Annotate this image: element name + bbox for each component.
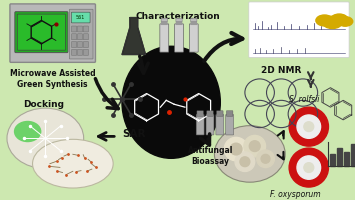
FancyBboxPatch shape (83, 26, 88, 32)
FancyBboxPatch shape (72, 42, 77, 48)
Circle shape (244, 135, 266, 157)
FancyBboxPatch shape (226, 114, 234, 135)
FancyBboxPatch shape (77, 42, 82, 48)
Ellipse shape (122, 46, 220, 158)
Ellipse shape (316, 15, 333, 26)
Bar (337, 148, 342, 166)
Ellipse shape (214, 126, 285, 182)
Ellipse shape (323, 16, 342, 29)
FancyBboxPatch shape (191, 18, 197, 22)
FancyBboxPatch shape (196, 114, 204, 135)
FancyBboxPatch shape (207, 111, 213, 116)
Ellipse shape (331, 14, 348, 25)
FancyBboxPatch shape (161, 18, 168, 22)
FancyBboxPatch shape (226, 111, 233, 116)
FancyBboxPatch shape (77, 49, 82, 55)
Circle shape (261, 154, 270, 163)
FancyBboxPatch shape (216, 114, 224, 135)
Circle shape (289, 148, 328, 187)
Bar (351, 144, 355, 166)
Circle shape (257, 150, 274, 168)
Circle shape (297, 156, 321, 179)
FancyBboxPatch shape (72, 26, 77, 32)
Text: Docking: Docking (23, 100, 64, 109)
Circle shape (230, 143, 242, 155)
Ellipse shape (33, 139, 113, 188)
Polygon shape (161, 19, 167, 24)
FancyBboxPatch shape (197, 111, 203, 116)
FancyBboxPatch shape (70, 9, 93, 59)
FancyBboxPatch shape (206, 114, 214, 135)
FancyBboxPatch shape (176, 18, 182, 22)
Text: SAR: SAR (122, 129, 146, 139)
Ellipse shape (338, 17, 353, 26)
FancyBboxPatch shape (17, 14, 65, 50)
Text: S. rolfsii: S. rolfsii (289, 95, 319, 104)
FancyBboxPatch shape (71, 12, 90, 23)
Text: F. oxysporum: F. oxysporum (270, 190, 320, 199)
Text: Microwave Assisted
Green Synthesis: Microwave Assisted Green Synthesis (10, 69, 95, 89)
FancyBboxPatch shape (72, 34, 77, 40)
Circle shape (235, 152, 255, 171)
Ellipse shape (7, 108, 84, 169)
Polygon shape (191, 19, 197, 24)
FancyBboxPatch shape (83, 42, 88, 48)
Ellipse shape (14, 121, 42, 142)
FancyBboxPatch shape (189, 24, 198, 52)
FancyBboxPatch shape (160, 24, 169, 52)
Text: Characterization: Characterization (136, 12, 220, 21)
FancyBboxPatch shape (217, 111, 223, 116)
Circle shape (249, 141, 260, 151)
Circle shape (304, 163, 314, 172)
FancyBboxPatch shape (15, 12, 68, 53)
FancyBboxPatch shape (10, 4, 95, 62)
Circle shape (224, 137, 248, 161)
Circle shape (289, 107, 328, 146)
FancyBboxPatch shape (77, 26, 82, 32)
FancyBboxPatch shape (83, 49, 88, 55)
Bar (331, 154, 335, 166)
FancyBboxPatch shape (175, 24, 184, 52)
Bar (344, 152, 349, 166)
FancyBboxPatch shape (72, 49, 77, 55)
FancyBboxPatch shape (77, 34, 82, 40)
Circle shape (304, 122, 314, 132)
FancyBboxPatch shape (249, 2, 349, 57)
Text: 561: 561 (76, 15, 86, 20)
Polygon shape (122, 18, 146, 55)
FancyBboxPatch shape (83, 34, 88, 40)
Text: 2D NMR: 2D NMR (261, 66, 301, 75)
Text: Antifungal
Bioassay: Antifungal Bioassay (188, 146, 233, 166)
Circle shape (240, 157, 250, 167)
Circle shape (297, 115, 321, 138)
Polygon shape (176, 19, 182, 24)
